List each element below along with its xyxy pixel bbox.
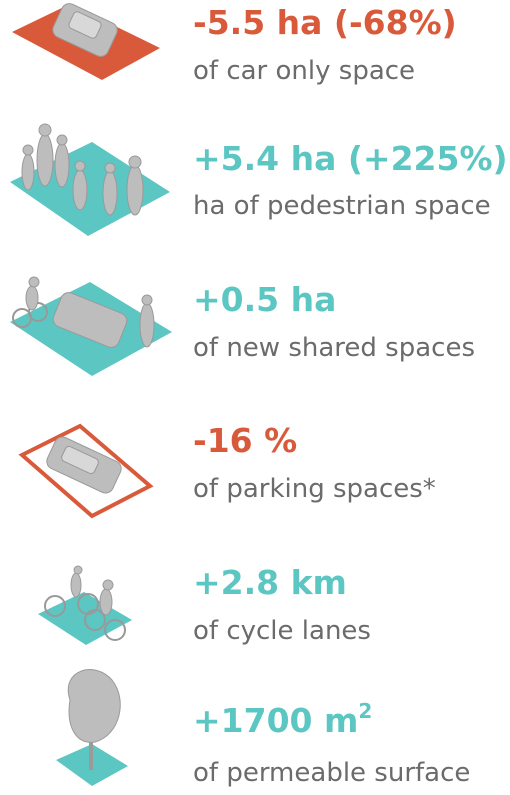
- metric-value: +1700 m2: [193, 699, 372, 740]
- shared-space-icon: [10, 277, 172, 376]
- metric-value-superscript: 2: [358, 699, 372, 723]
- car-space-icon: [12, 1, 160, 80]
- metric-value-text: +1700 m: [193, 701, 358, 740]
- metric-value: +5.4 ha (+225%): [193, 139, 508, 178]
- permeable-surface-icon: [56, 670, 128, 786]
- metric-description: of cycle lanes: [193, 616, 371, 646]
- parking-icon: [22, 426, 150, 516]
- cycle-lane-icon: [38, 566, 132, 645]
- metric-description: ha of pedestrian space: [193, 191, 491, 221]
- metric-description: of car only space: [193, 56, 415, 86]
- metric-value: +2.8 km: [193, 563, 347, 602]
- pedestrian-icon: [10, 124, 170, 236]
- metric-description: of parking spaces*: [193, 474, 436, 504]
- metric-description: of new shared spaces: [193, 333, 475, 363]
- metric-description: of permeable surface: [193, 758, 470, 788]
- infographic: -5.5 ha (-68%) of car only space +5.4 ha…: [0, 0, 510, 795]
- metric-value: +0.5 ha: [193, 280, 336, 319]
- metric-value: -5.5 ha (-68%): [193, 3, 457, 42]
- metric-value: -16 %: [193, 421, 297, 460]
